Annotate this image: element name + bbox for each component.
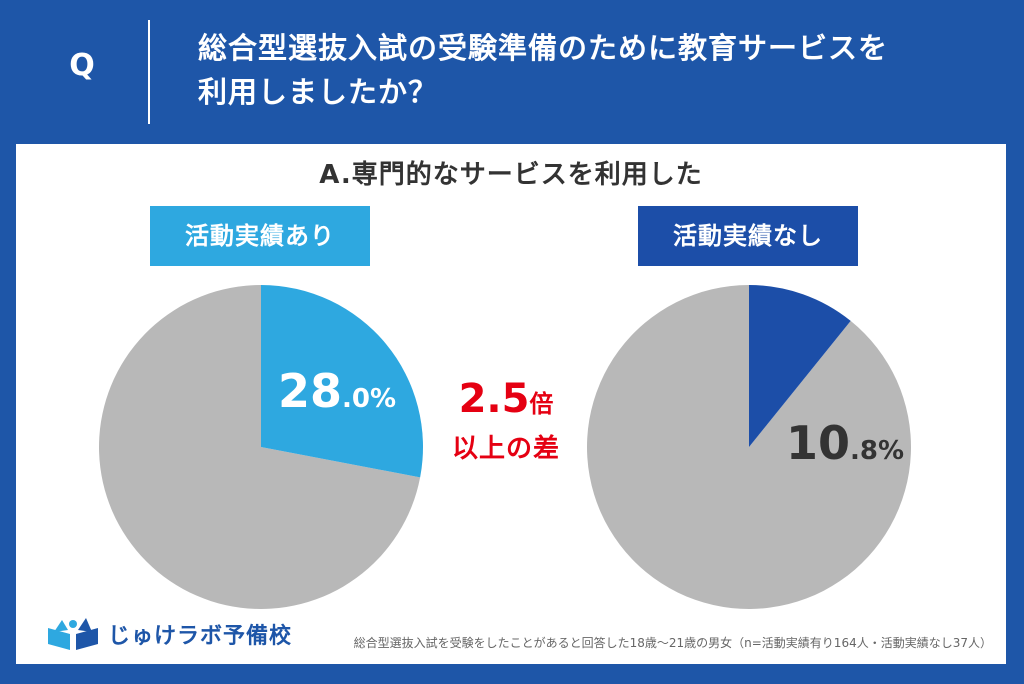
pie-slice-left-remainder bbox=[98, 285, 421, 609]
data-label-dec: .8% bbox=[850, 436, 905, 466]
pie-slice-left-used bbox=[261, 285, 423, 478]
group-label-without-activity: 活動実績なし bbox=[638, 206, 858, 266]
question-line-2: 利用しましたか？ bbox=[198, 75, 439, 109]
book-logo-icon bbox=[48, 618, 98, 650]
comparison-callout: 2.5倍 以上の差 bbox=[436, 376, 576, 465]
chart-panel: A.専門的なサービスを利用した 活動実績あり 活動実績なし 28.0% 10.8… bbox=[16, 144, 1006, 664]
brand-logo: じゅけラボ予備校 bbox=[44, 614, 292, 654]
footnote: 総合型選抜入試を受験をしたことがあると回答した18歳〜21歳の男女（n=活動実績… bbox=[353, 636, 992, 650]
data-label-without-activity: 10.8% bbox=[786, 416, 904, 470]
data-label-int: 10 bbox=[786, 416, 851, 470]
data-label-dec: .0% bbox=[342, 384, 397, 414]
comparison-subtext: 以上の差 bbox=[451, 434, 560, 464]
pie-charts bbox=[98, 285, 911, 609]
question-line-1: 総合型選抜入試の受験準備のために教育サービスを bbox=[198, 31, 889, 65]
answer-title: A.専門的なサービスを利用した bbox=[319, 160, 703, 190]
question-marker: Q bbox=[69, 48, 95, 83]
data-label-with-activity: 28.0% bbox=[278, 364, 396, 418]
logo-text: じゅけラボ予備校 bbox=[108, 624, 293, 649]
comparison-unit: 倍 bbox=[529, 390, 554, 418]
data-label-int: 28 bbox=[278, 364, 343, 418]
pie-slice-right-used bbox=[749, 285, 851, 447]
question-text: 総合型選抜入試の受験準備のために教育サービスを 利用しましたか？ bbox=[198, 26, 998, 114]
header-divider bbox=[148, 20, 150, 124]
group-label-with-activity: 活動実績あり bbox=[150, 206, 370, 266]
comparison-multiplier: 2.5 bbox=[458, 376, 530, 422]
